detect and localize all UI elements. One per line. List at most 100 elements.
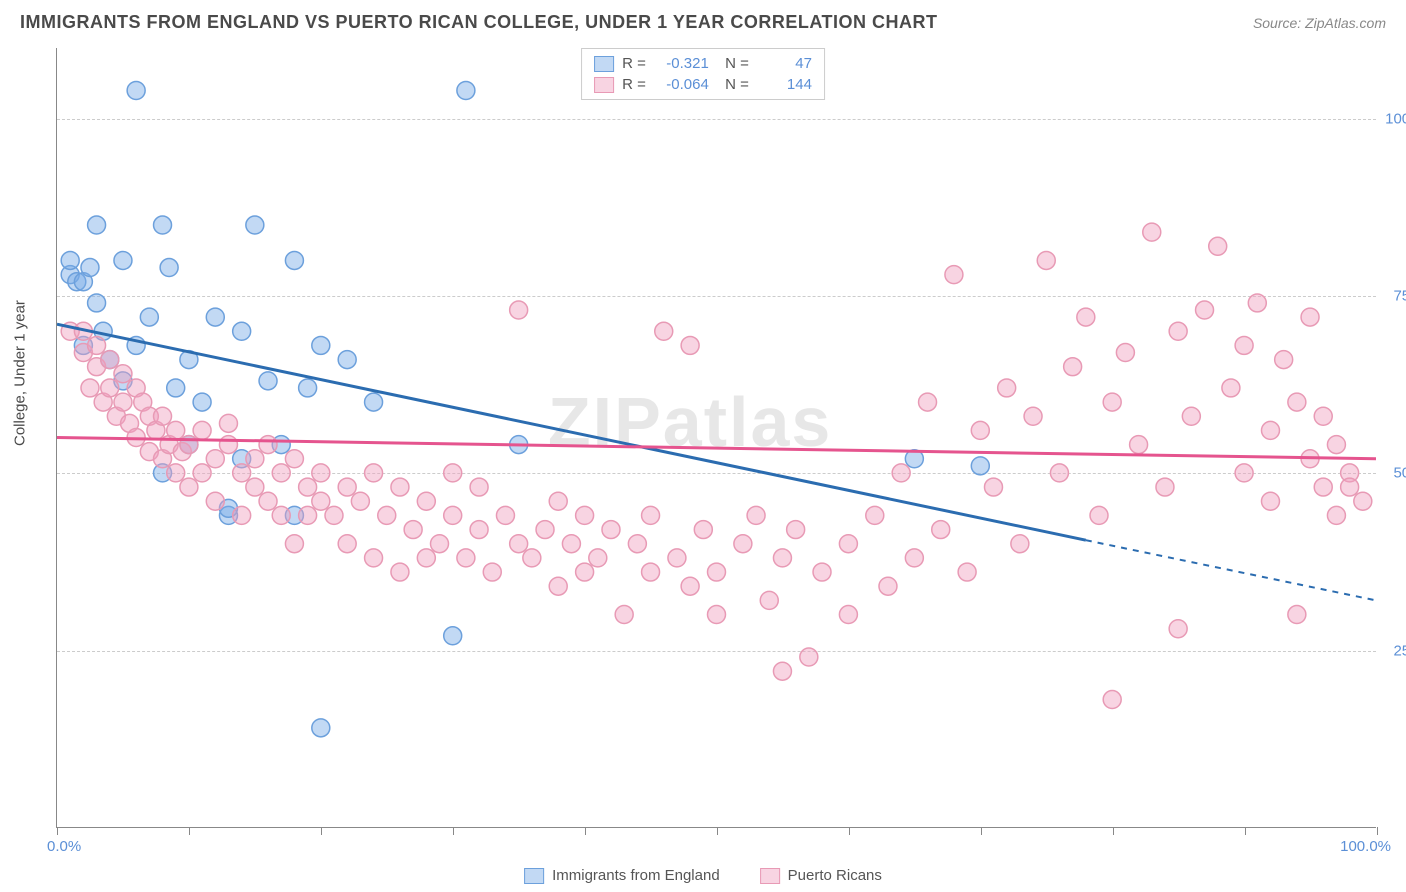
data-point: [549, 577, 567, 595]
chart-title: IMMIGRANTS FROM ENGLAND VS PUERTO RICAN …: [20, 12, 938, 33]
data-point: [1196, 301, 1214, 319]
data-point: [470, 521, 488, 539]
data-point: [457, 82, 475, 100]
data-point: [984, 478, 1002, 496]
data-point: [233, 464, 251, 482]
data-point: [1024, 407, 1042, 425]
data-point: [206, 450, 224, 468]
data-point: [1064, 358, 1082, 376]
data-point: [1341, 478, 1359, 496]
data-point: [444, 627, 462, 645]
data-point: [773, 549, 791, 567]
r-label: R =: [622, 76, 646, 93]
data-point: [193, 464, 211, 482]
legend-row-england: R = -0.321 N = 47: [594, 53, 812, 74]
legend-correlation: R = -0.321 N = 47 R = -0.064 N = 144: [581, 48, 825, 100]
data-point: [839, 606, 857, 624]
data-point: [1235, 336, 1253, 354]
x-tick: [717, 827, 718, 835]
x-tick: [585, 827, 586, 835]
data-point: [958, 563, 976, 581]
data-point: [655, 322, 673, 340]
legend-item-pr: Puerto Ricans: [760, 867, 882, 884]
data-point: [206, 492, 224, 510]
data-point: [61, 251, 79, 269]
data-point: [1037, 251, 1055, 269]
data-point: [483, 563, 501, 581]
data-point: [1261, 492, 1279, 510]
data-point: [668, 549, 686, 567]
data-point: [839, 535, 857, 553]
data-point: [1169, 620, 1187, 638]
data-point: [1288, 606, 1306, 624]
data-point: [338, 351, 356, 369]
data-point: [417, 492, 435, 510]
data-point: [773, 662, 791, 680]
x-tick: [189, 827, 190, 835]
data-point: [919, 393, 937, 411]
data-point: [259, 372, 277, 390]
data-point: [101, 351, 119, 369]
data-point: [378, 506, 396, 524]
data-point: [576, 563, 594, 581]
data-point: [642, 563, 660, 581]
data-point: [457, 549, 475, 567]
data-point: [945, 266, 963, 284]
data-point: [444, 506, 462, 524]
data-point: [272, 464, 290, 482]
data-point: [1077, 308, 1095, 326]
data-point: [1130, 436, 1148, 454]
data-point: [708, 606, 726, 624]
data-point: [549, 492, 567, 510]
data-point: [1314, 407, 1332, 425]
swatch-england: [594, 56, 614, 72]
data-point: [1327, 506, 1345, 524]
data-point: [589, 549, 607, 567]
data-point: [193, 421, 211, 439]
x-tick: [1113, 827, 1114, 835]
x-tick: [57, 827, 58, 835]
legend-row-puerto-rican: R = -0.064 N = 144: [594, 74, 812, 95]
chart-svg: [57, 48, 1376, 827]
r-value-england: -0.321: [654, 55, 709, 72]
data-point: [246, 478, 264, 496]
data-point: [312, 464, 330, 482]
data-point: [536, 521, 554, 539]
data-point: [1169, 322, 1187, 340]
y-axis-title: College, Under 1 year: [12, 300, 29, 446]
data-point: [246, 216, 264, 234]
data-point: [154, 407, 172, 425]
data-point: [206, 308, 224, 326]
n-label: N =: [717, 55, 749, 72]
data-point: [167, 379, 185, 397]
r-label: R =: [622, 55, 646, 72]
data-point: [708, 563, 726, 581]
data-point: [496, 506, 514, 524]
x-axis-max-label: 100.0%: [1340, 838, 1391, 855]
data-point: [747, 506, 765, 524]
data-point: [312, 336, 330, 354]
data-point: [391, 478, 409, 496]
data-point: [1209, 237, 1227, 255]
n-value-pr: 144: [757, 76, 812, 93]
data-point: [1050, 464, 1068, 482]
data-point: [365, 464, 383, 482]
data-point: [167, 421, 185, 439]
plot-area: ZIPatlas 0.0% 100.0% 25.0%50.0%75.0%100.…: [56, 48, 1376, 828]
data-point: [681, 336, 699, 354]
n-value-england: 47: [757, 55, 812, 72]
legend-item-england: Immigrants from England: [524, 867, 720, 884]
data-point: [1090, 506, 1108, 524]
data-point: [681, 577, 699, 595]
data-point: [1103, 393, 1121, 411]
data-point: [285, 535, 303, 553]
data-point: [562, 535, 580, 553]
data-point: [734, 535, 752, 553]
x-tick: [1377, 827, 1378, 835]
data-point: [932, 521, 950, 539]
data-point: [338, 478, 356, 496]
data-point: [233, 322, 251, 340]
data-point: [971, 457, 989, 475]
data-point: [219, 436, 237, 454]
data-point: [81, 379, 99, 397]
